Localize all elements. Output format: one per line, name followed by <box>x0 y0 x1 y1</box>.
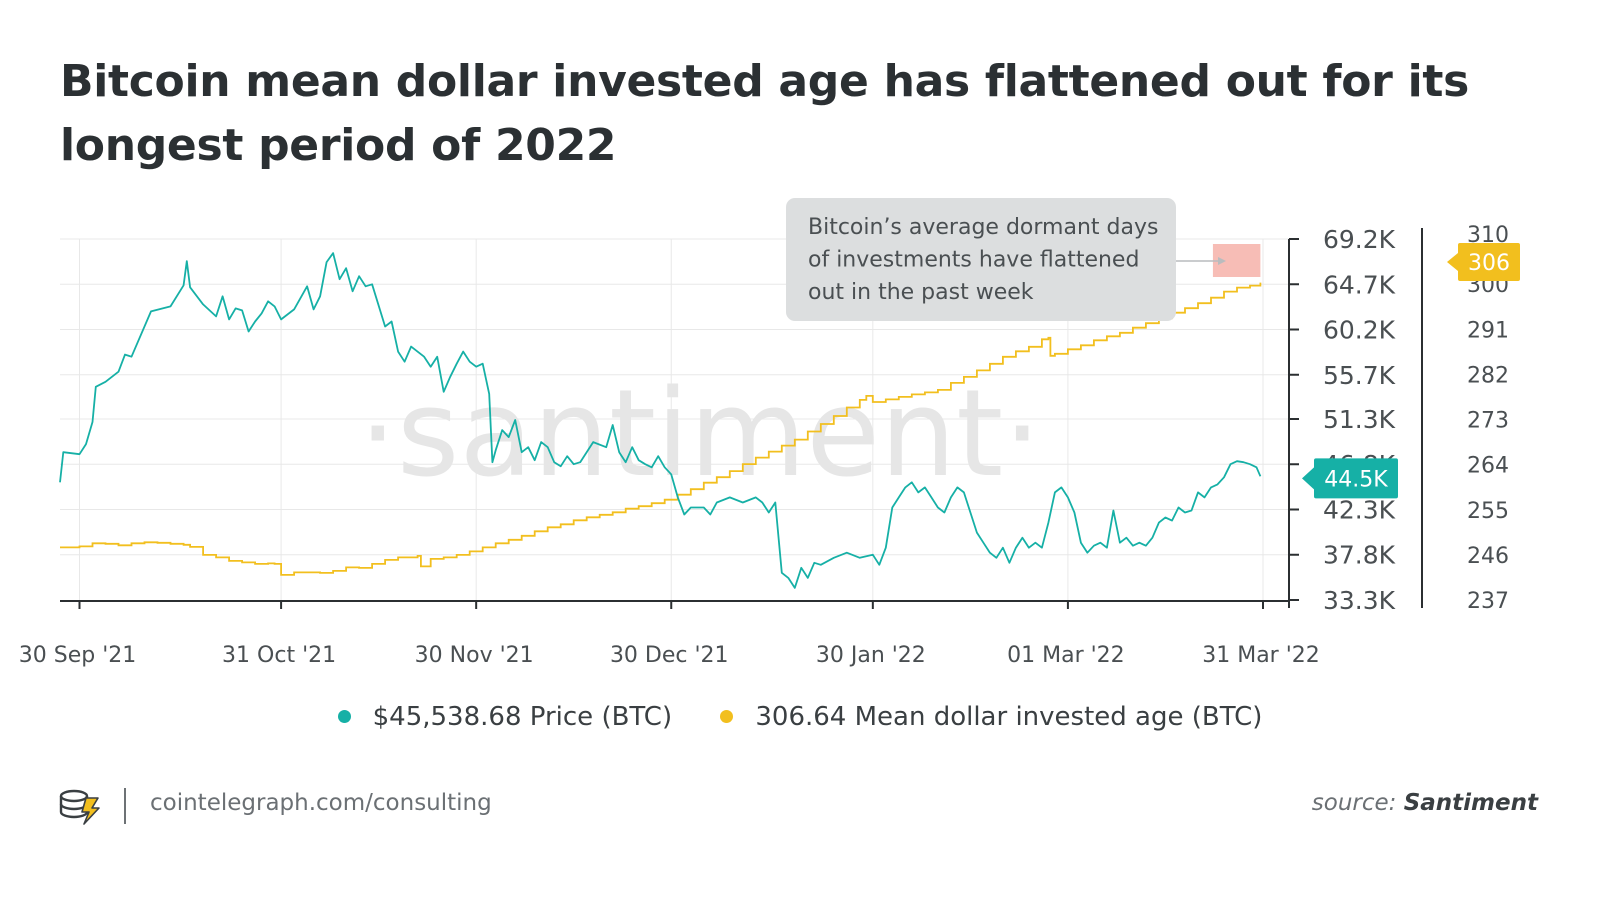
x-tick-label: 30 Jan '22 <box>816 643 926 668</box>
y-left-tick-label: 37.8K <box>1323 541 1396 570</box>
annotation-pointer-arrow <box>1218 257 1226 265</box>
badge-price-label: 44.5K <box>1324 467 1388 492</box>
y-left-tick-label: 33.3K <box>1323 586 1396 615</box>
annotation-box <box>786 198 1176 321</box>
x-tick-label: 31 Oct '21 <box>222 643 336 668</box>
legend-label-price: $45,538.68 Price (BTC) <box>372 701 673 732</box>
grid-layer <box>60 238 1289 600</box>
annotation-line: of investments have flattened <box>808 248 1139 273</box>
legend-item-price[interactable]: $45,538.68 Price (BTC) <box>337 701 673 732</box>
y-left-tick-label: 64.7K <box>1323 270 1396 299</box>
legend-label-age: 306.64 Mean dollar invested age (BTC) <box>755 701 1263 732</box>
footer-site-link[interactable]: cointelegraph.com/consulting <box>150 790 492 816</box>
y-left-tick-label: 60.2K <box>1323 316 1396 345</box>
annotation-line: Bitcoin’s average dormant days <box>808 215 1158 240</box>
chart-area: ·santiment· 30 Sep '21 31 Oct '21 30 Nov '… <box>19 198 1520 668</box>
x-tick-label: 30 Nov '21 <box>415 643 534 668</box>
axis-layer: 30 Sep '21 31 Oct '21 30 Nov '21 30 Dec '21… <box>19 223 1520 668</box>
legend-item-age[interactable]: 306.64 Mean dollar invested age (BTC) <box>720 702 1262 732</box>
legend: $45,538.68 Price (BTC) 306.64 Mean dolla… <box>0 700 1600 732</box>
badge-price-current <box>1302 458 1398 499</box>
legend-dot-age <box>720 710 734 723</box>
y-right-tick-label: 255 <box>1467 499 1509 524</box>
y-right-tick-label: 291 <box>1467 318 1509 343</box>
watermark-text: ·santiment· <box>359 365 1042 504</box>
footer: cointelegraph.com/consulting source: San… <box>58 786 1538 826</box>
y-left-tick-label: 69.2K <box>1323 225 1396 254</box>
series-line-price <box>59 252 1262 589</box>
y-right-tick-label: 246 <box>1467 544 1509 569</box>
cointelegraph-logo-icon <box>59 789 100 825</box>
badge-age-current <box>1447 243 1520 281</box>
y-left-tick-label: 51.3K <box>1323 405 1396 434</box>
x-tick-label: 30 Dec '21 <box>610 643 729 668</box>
legend-dot-price <box>337 710 351 723</box>
annotation-line: out in the past week <box>808 280 1034 305</box>
x-tick-label: 31 Mar '22 <box>1202 643 1320 668</box>
x-tick-label: 01 Mar '22 <box>1007 643 1125 668</box>
annotation-layer: Bitcoin’s average dormant days of investm… <box>786 198 1226 321</box>
footer-source: source: Santiment <box>1312 790 1538 816</box>
source-name: Santiment <box>1403 790 1538 816</box>
y-right-tick-label: 237 <box>1467 589 1509 614</box>
source-prefix: source: <box>1311 790 1397 816</box>
y-right-tick-label: 273 <box>1467 409 1509 434</box>
badge-age-label: 306 <box>1468 251 1510 276</box>
y-right-tick-label: 282 <box>1467 363 1509 388</box>
x-tick-label: 30 Sep '21 <box>19 643 137 668</box>
y-right-tick-label: 264 <box>1467 454 1509 479</box>
y-left-tick-label: 55.7K <box>1323 361 1396 390</box>
chart-title: Bitcoin mean dollar invested age has fla… <box>60 56 1469 171</box>
y-left-tick-label: 42.3K <box>1323 495 1396 524</box>
footer-divider <box>124 788 126 824</box>
